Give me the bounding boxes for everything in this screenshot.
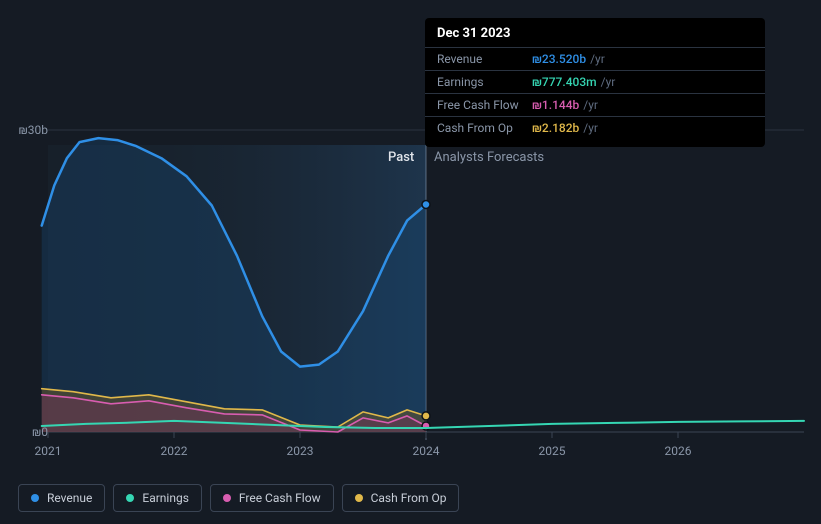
x-axis-year-2023: 2023 <box>287 444 314 458</box>
legend-dot-icon <box>126 494 134 502</box>
legend-cash_from_op[interactable]: Cash From Op <box>342 484 460 512</box>
tooltip-unit: /yr <box>583 98 598 112</box>
x-axis-year-2022: 2022 <box>161 444 188 458</box>
tooltip-date: Dec 31 2023 <box>425 26 765 48</box>
tooltip-label: Revenue <box>437 52 532 66</box>
legend-dot-icon <box>355 494 363 502</box>
tooltip-row-free-cash-flow: Free Cash Flow₪1.144b/yr <box>425 94 765 117</box>
tooltip-row-revenue: Revenue₪23.520b/yr <box>425 48 765 71</box>
tooltip-value: ₪1.144b <box>532 98 579 112</box>
legend-label: Earnings <box>142 491 189 505</box>
y-axis-top-label: ₪30b <box>19 123 48 137</box>
tooltip-label: Free Cash Flow <box>437 98 532 112</box>
legend-label: Free Cash Flow <box>239 491 321 505</box>
chart-tooltip: Dec 31 2023 Revenue₪23.520b/yrEarnings₪7… <box>425 18 765 147</box>
legend-earnings[interactable]: Earnings <box>113 484 202 512</box>
legend-dot-icon <box>31 494 39 502</box>
region-past-label: Past <box>388 150 414 165</box>
tooltip-row-cash-from-op: Cash From Op₪2.182b/yr <box>425 117 765 139</box>
chart-legend: Revenue Earnings Free Cash Flow Cash From O… <box>18 484 459 512</box>
tooltip-label: Cash From Op <box>437 121 532 135</box>
tooltip-value: ₪777.403m <box>532 75 597 89</box>
region-forecast-label: Analysts Forecasts <box>434 150 544 165</box>
legend-revenue[interactable]: Revenue <box>18 484 105 512</box>
x-axis-year-2025: 2025 <box>539 444 566 458</box>
legend-dot-icon <box>223 494 231 502</box>
y-axis-bottom-label: ₪0 <box>32 425 48 439</box>
tooltip-unit: /yr <box>590 52 605 66</box>
tooltip-value: ₪23.520b <box>532 52 586 66</box>
tooltip-label: Earnings <box>437 75 532 89</box>
tooltip-unit: /yr <box>601 75 616 89</box>
tooltip-unit: /yr <box>583 121 598 135</box>
x-axis-year-2026: 2026 <box>665 444 692 458</box>
tooltip-row-earnings: Earnings₪777.403m/yr <box>425 71 765 94</box>
financial-chart: ₪30b ₪0 Past Analysts Forecasts 2021 2022… <box>0 0 821 524</box>
legend-free_cash_flow[interactable]: Free Cash Flow <box>210 484 334 512</box>
legend-label: Revenue <box>47 491 92 505</box>
tooltip-value: ₪2.182b <box>532 121 579 135</box>
x-axis-year-2021: 2021 <box>35 444 62 458</box>
x-axis-year-2024: 2024 <box>413 444 440 458</box>
legend-label: Cash From Op <box>371 491 447 505</box>
